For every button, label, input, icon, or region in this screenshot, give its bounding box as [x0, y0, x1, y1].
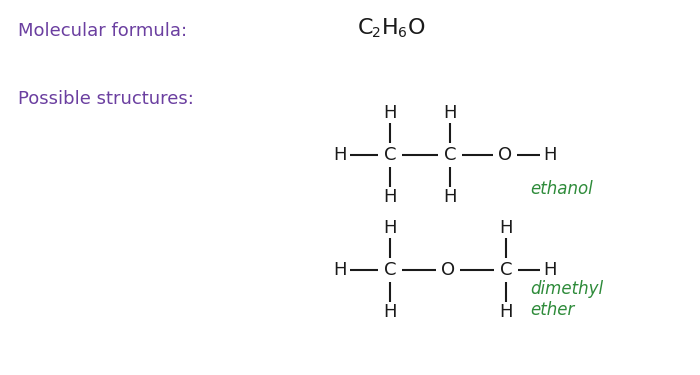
Text: ethanol: ethanol [530, 180, 593, 198]
Text: H: H [543, 261, 556, 279]
Text: O: O [408, 18, 426, 38]
Text: H: H [499, 303, 512, 321]
Text: O: O [441, 261, 455, 279]
Text: 6: 6 [398, 26, 407, 40]
Text: C: C [358, 18, 374, 38]
Text: H: H [499, 219, 512, 237]
Text: H: H [333, 261, 346, 279]
Text: C: C [444, 146, 456, 164]
Text: H: H [384, 104, 397, 122]
Text: C: C [384, 261, 396, 279]
Text: H: H [443, 188, 456, 206]
Text: Molecular formula:: Molecular formula: [18, 22, 187, 40]
Text: H: H [333, 146, 346, 164]
Text: H: H [384, 219, 397, 237]
Text: H: H [443, 104, 456, 122]
Text: H: H [543, 146, 556, 164]
Text: H: H [384, 188, 397, 206]
Text: H: H [384, 303, 397, 321]
Text: dimethyl
ether: dimethyl ether [530, 280, 603, 319]
Text: C: C [384, 146, 396, 164]
Text: O: O [498, 146, 512, 164]
Text: H: H [382, 18, 398, 38]
Text: Possible structures:: Possible structures: [18, 90, 194, 108]
Text: C: C [500, 261, 512, 279]
Text: 2: 2 [372, 26, 381, 40]
